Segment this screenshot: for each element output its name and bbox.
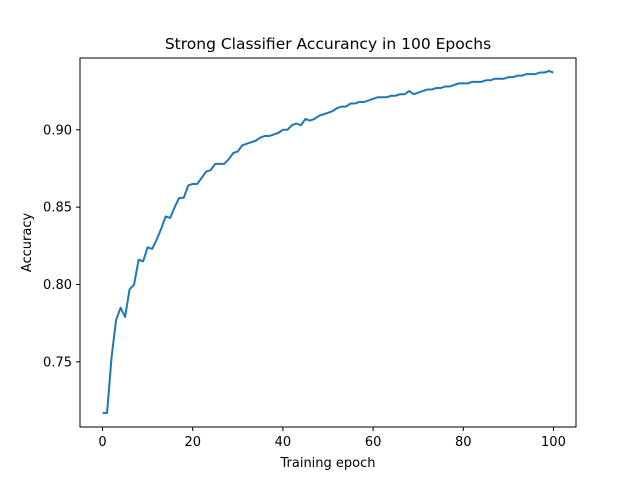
y-tick-label: 0.75 [43, 355, 72, 370]
x-tick-label: 40 [275, 435, 292, 450]
y-axis-label: Accuracy [20, 213, 35, 273]
x-tick-label: 0 [98, 435, 106, 450]
y-tick-label: 0.80 [43, 278, 72, 293]
x-tick-label: 100 [541, 435, 566, 450]
x-tick-label: 20 [184, 435, 201, 450]
series-line-0 [103, 71, 554, 413]
x-tick-label: 60 [365, 435, 382, 450]
x-axis-ticks: 0 20 40 60 80 100 [98, 427, 565, 450]
plot-area [103, 71, 554, 413]
y-tick-label: 0.90 [43, 123, 72, 138]
x-axis-label: Training epoch [279, 456, 375, 471]
chart-title: Strong Classifier Accurancy in 100 Epoch… [165, 35, 491, 53]
y-axis-ticks: 0.75 0.80 0.85 0.90 [43, 123, 80, 370]
x-tick-label: 80 [455, 435, 472, 450]
y-tick-label: 0.85 [43, 201, 72, 216]
